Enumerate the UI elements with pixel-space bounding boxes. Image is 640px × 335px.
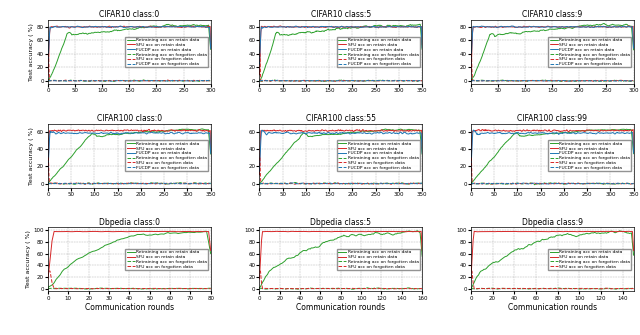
Legend: Retraining acc on retain data, SFU acc on retain data, FUCDP acc on retain data,: Retraining acc on retain data, SFU acc o… — [125, 37, 209, 67]
Legend: Retraining acc on retain data, SFU acc on retain data, FUCDP acc on retain data,: Retraining acc on retain data, SFU acc o… — [548, 37, 632, 67]
X-axis label: Communication rounds: Communication rounds — [84, 304, 174, 313]
X-axis label: Communication rounds: Communication rounds — [296, 304, 385, 313]
Legend: Retraining acc on retain data, SFU acc on retain data, Retraining acc on forgott: Retraining acc on retain data, SFU acc o… — [548, 249, 632, 270]
Title: Dbpedia class:9: Dbpedia class:9 — [522, 218, 583, 227]
Title: CIFAR10 class:9: CIFAR10 class:9 — [522, 10, 582, 19]
Legend: Retraining acc on retain data, SFU acc on retain data, Retraining acc on forgott: Retraining acc on retain data, SFU acc o… — [125, 249, 209, 270]
Title: CIFAR100 class:99: CIFAR100 class:99 — [517, 114, 588, 123]
Y-axis label: Test accuracy ( %): Test accuracy ( %) — [29, 23, 34, 81]
Legend: Retraining acc on retain data, SFU acc on retain data, FUCDP acc on retain data,: Retraining acc on retain data, SFU acc o… — [125, 140, 209, 171]
Y-axis label: Test accuracy ( %): Test accuracy ( %) — [26, 230, 31, 288]
Legend: Retraining acc on retain data, SFU acc on retain data, FUCDP acc on retain data,: Retraining acc on retain data, SFU acc o… — [337, 37, 420, 67]
Title: CIFAR10 class:0: CIFAR10 class:0 — [99, 10, 159, 19]
Title: CIFAR100 class:0: CIFAR100 class:0 — [97, 114, 162, 123]
Title: Dbpedia class:5: Dbpedia class:5 — [310, 218, 371, 227]
Title: Dbpedia class:0: Dbpedia class:0 — [99, 218, 160, 227]
Title: CIFAR100 class:55: CIFAR100 class:55 — [306, 114, 376, 123]
Title: CIFAR10 class:5: CIFAR10 class:5 — [310, 10, 371, 19]
X-axis label: Communication rounds: Communication rounds — [508, 304, 597, 313]
Y-axis label: Test accuracy ( %): Test accuracy ( %) — [29, 127, 34, 185]
Legend: Retraining acc on retain data, SFU acc on retain data, FUCDP acc on retain data,: Retraining acc on retain data, SFU acc o… — [337, 140, 420, 171]
Legend: Retraining acc on retain data, SFU acc on retain data, FUCDP acc on retain data,: Retraining acc on retain data, SFU acc o… — [548, 140, 632, 171]
Legend: Retraining acc on retain data, SFU acc on retain data, Retraining acc on forgott: Retraining acc on retain data, SFU acc o… — [337, 249, 420, 270]
